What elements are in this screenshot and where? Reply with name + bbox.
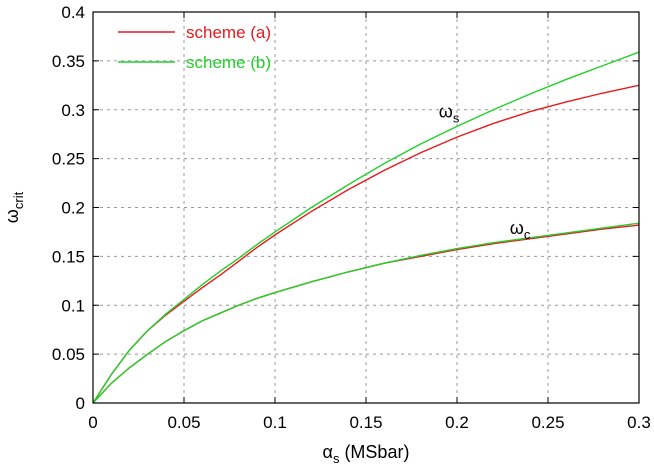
axis-ticks xyxy=(92,11,640,404)
y-tick-label: 0.4 xyxy=(61,3,85,22)
x-tick-label: 0.15 xyxy=(349,413,382,432)
plot-series xyxy=(92,51,640,404)
grid-lines xyxy=(93,12,639,403)
curve-label: ωs xyxy=(439,102,460,126)
y-tick-label: 0.1 xyxy=(61,296,85,315)
curve-label-subscript: s xyxy=(453,111,460,126)
y-tick-label: 0.15 xyxy=(52,247,85,266)
x-axis-label-symbol: α xyxy=(323,442,333,462)
y-tick-label: 0 xyxy=(76,394,85,413)
y-axis-label: ωcrit xyxy=(2,191,26,223)
y-tick-label: 0.25 xyxy=(52,150,85,169)
y-axis-label-symbol: ω xyxy=(2,209,22,223)
x-tick-label: 0 xyxy=(88,413,97,432)
x-tick-label: 0.25 xyxy=(531,413,564,432)
x-axis-label-subscript: s xyxy=(333,451,340,466)
x-axis-label-unit: (MSbar) xyxy=(339,442,409,462)
curve-label-symbol: ω xyxy=(439,102,453,122)
y-axis-label-subscript: crit xyxy=(11,191,26,209)
legend-label: scheme (b) xyxy=(186,53,271,72)
curve-label: ωc xyxy=(510,218,531,242)
tick-labels: 0 0.05 0.1 0.15 0.2 0.25 0.3 0 0.05 0.1 0.15 0.2 0.2… xyxy=(52,3,651,432)
y-tick-label: 0.05 xyxy=(52,345,85,364)
x-axis-label: αs (MSbar) xyxy=(323,442,410,466)
y-tick-label: 0.35 xyxy=(52,52,85,71)
series-line-scheme-b--c xyxy=(92,222,640,404)
series-line-scheme-b--s xyxy=(92,51,640,404)
x-tick-label: 0.1 xyxy=(263,413,287,432)
legend: scheme (a) scheme (b) xyxy=(118,23,271,72)
curve-label-subscript: c xyxy=(524,227,531,242)
legend-label: scheme (a) xyxy=(186,23,271,42)
x-tick-label: 0.05 xyxy=(167,413,200,432)
y-tick-label: 0.2 xyxy=(61,199,85,218)
x-tick-label: 0.2 xyxy=(445,413,469,432)
curve-label-symbol: ω xyxy=(510,218,524,238)
y-tick-label: 0.3 xyxy=(61,101,85,120)
x-tick-label: 0.3 xyxy=(627,413,651,432)
